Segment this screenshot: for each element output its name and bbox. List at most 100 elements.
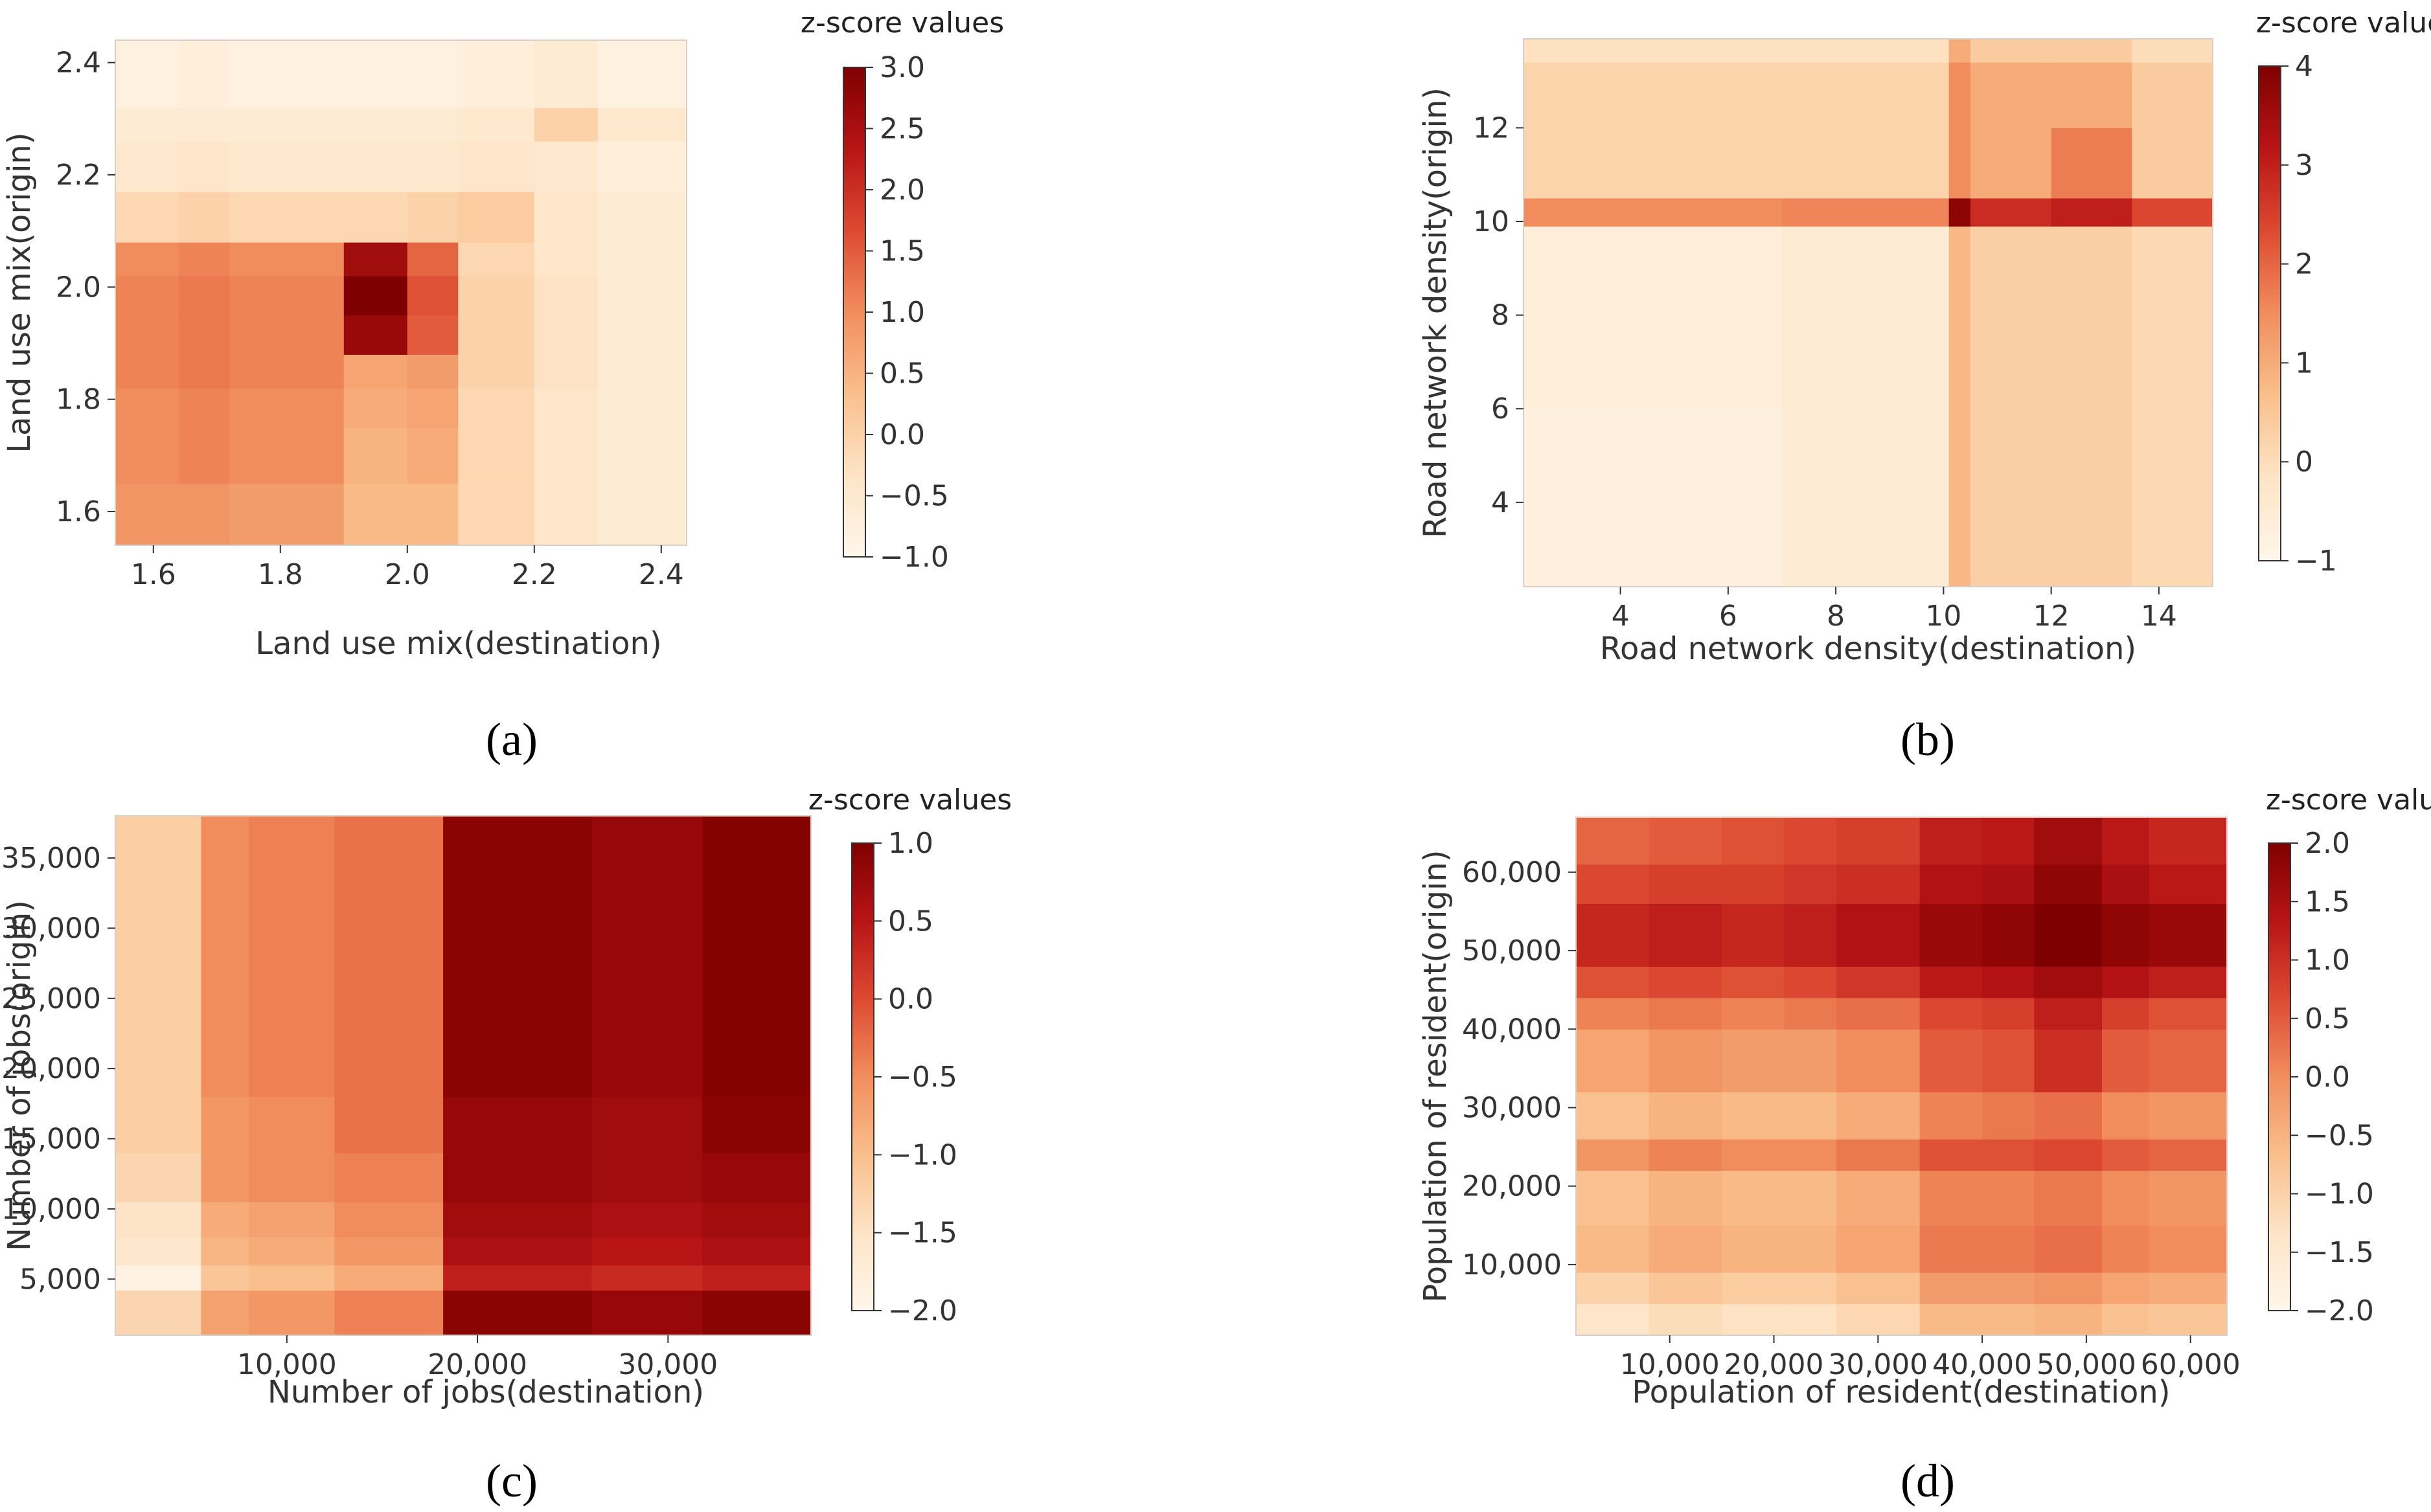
heatmap-cell xyxy=(591,1290,703,1336)
heatmap-cell xyxy=(1982,997,2035,1030)
heatmap-cell xyxy=(2034,1272,2103,1305)
heatmap-cell xyxy=(115,816,202,1098)
colorbar-title: z-score values xyxy=(2256,6,2431,39)
heatmap-cell xyxy=(1836,1303,1921,1336)
heatmap-cell xyxy=(407,354,459,389)
heatmap-cell xyxy=(591,1202,703,1237)
heatmap-cell xyxy=(443,816,593,1098)
heatmap-cell xyxy=(2102,1170,2149,1226)
heatmap-cell xyxy=(1649,1138,1722,1171)
colorbar-tick-label: −0.5 xyxy=(2305,1119,2374,1152)
y-tick-label: 5,000 xyxy=(19,1263,101,1296)
heatmap-cell xyxy=(1576,1170,1650,1226)
heatmap-cell xyxy=(534,107,599,142)
colorbar-tick-label: 4 xyxy=(2295,50,2313,83)
y-tick-label: 10,000 xyxy=(1462,1248,1562,1281)
heatmap-cell xyxy=(458,107,535,142)
heatmap-cell xyxy=(1784,1272,1837,1305)
heatmap-cell xyxy=(1982,1029,2035,1092)
heatmap-cell xyxy=(1836,1092,1921,1140)
heatmap-cell xyxy=(1919,864,1983,904)
heatmap-cell xyxy=(1649,817,1722,865)
heatmap-cell xyxy=(1784,903,1837,967)
colorbar-tick-label: 3.0 xyxy=(880,51,925,84)
heatmap-cell xyxy=(2034,1029,2103,1092)
heatmap-cell xyxy=(443,1237,593,1266)
heatmap-cell xyxy=(1649,1303,1722,1336)
caption-d: (d) xyxy=(1900,1455,1955,1507)
heatmap-cell xyxy=(591,1265,703,1291)
colorbar-tick-label: 1.5 xyxy=(880,235,925,268)
heatmap-cell xyxy=(597,242,687,276)
heatmap-cell xyxy=(2034,864,2103,904)
heatmap-cell xyxy=(597,276,687,316)
heatmap-cell xyxy=(534,242,599,276)
plot-frame xyxy=(1523,38,2213,587)
heatmap-cell xyxy=(248,816,335,1098)
colorbar-tick-label: 0.0 xyxy=(888,983,933,1016)
heatmap-cell xyxy=(115,107,179,142)
heatmap-cell xyxy=(2132,128,2213,199)
heatmap-cell xyxy=(1836,1029,1921,1092)
heatmap-cell xyxy=(1784,1138,1837,1171)
y-tick-label: 2.4 xyxy=(56,47,101,80)
heatmap-cell xyxy=(1722,864,1785,904)
heatmap-cell xyxy=(1948,128,1971,199)
x-tick-label: 6 xyxy=(1719,600,1737,633)
heatmap-cell xyxy=(179,388,230,428)
heatmap-cell xyxy=(2132,197,2213,227)
heatmap-cell xyxy=(1524,197,1783,227)
y-axis-label: Road network density(origin) xyxy=(1417,87,1454,538)
heatmap-cell xyxy=(115,354,179,389)
heatmap-cell xyxy=(1722,1225,1785,1273)
heatmap-cell xyxy=(2132,62,2213,128)
heatmap-cell xyxy=(1836,1138,1921,1171)
heatmap-cell xyxy=(1982,1303,2035,1336)
colorbar-tick-label: −1 xyxy=(2295,545,2337,578)
heatmap-cell xyxy=(407,427,459,484)
heatmap-cell xyxy=(1722,903,1785,967)
heatmap-cell xyxy=(248,1290,335,1336)
heatmap-cell xyxy=(334,1265,444,1291)
heatmap-cell xyxy=(1919,1138,1983,1171)
heatmap-cell xyxy=(115,315,179,355)
heatmap-cell xyxy=(2102,1303,2149,1336)
heatmap-cell xyxy=(1919,966,1983,999)
y-tick-label: 12 xyxy=(1473,111,1509,144)
heatmap-cell xyxy=(2102,997,2149,1030)
heatmap-cell xyxy=(1782,226,1950,409)
heatmap-cell xyxy=(407,276,459,316)
plot-frame xyxy=(115,815,812,1336)
heatmap-cell xyxy=(2132,226,2213,409)
heatmap-cell xyxy=(702,1153,812,1202)
x-tick-label: 10,000 xyxy=(1620,1348,1720,1381)
heatmap-cell xyxy=(1836,864,1921,904)
heatmap-cell xyxy=(248,1153,335,1202)
heatmap-cell xyxy=(1576,1092,1650,1140)
heatmap-cell xyxy=(2102,1272,2149,1305)
plot-frame xyxy=(115,39,687,546)
heatmap-cell xyxy=(334,816,444,1098)
heatmap-cell xyxy=(1524,409,1783,587)
heatmap-cell xyxy=(229,242,345,276)
heatmap-cell xyxy=(201,1153,249,1202)
heatmap-cell xyxy=(534,192,599,243)
heatmap-cell xyxy=(597,483,687,546)
x-axis-label: Land use mix(destination) xyxy=(255,626,661,662)
heatmap-cell xyxy=(229,388,345,428)
heatmap-cell xyxy=(458,354,535,389)
heatmap-cell xyxy=(1784,1303,1837,1336)
heatmap-cell xyxy=(597,107,687,142)
colorbar-tick-label: 0.0 xyxy=(2305,1061,2350,1094)
heatmap-cell xyxy=(1524,128,1783,199)
heatmap-cell xyxy=(1982,817,2035,865)
heatmap-cell xyxy=(2149,1138,2228,1171)
colorbar-tick-label: 1 xyxy=(2295,346,2313,379)
colorbar-tick-label: −0.5 xyxy=(880,480,949,513)
heatmap-cell xyxy=(534,427,599,484)
heatmap-cell xyxy=(334,1096,444,1153)
colorbar-tick-label: −1.0 xyxy=(880,541,949,574)
heatmap-cell xyxy=(1982,1225,2035,1273)
heatmap-cell xyxy=(2034,1225,2103,1273)
